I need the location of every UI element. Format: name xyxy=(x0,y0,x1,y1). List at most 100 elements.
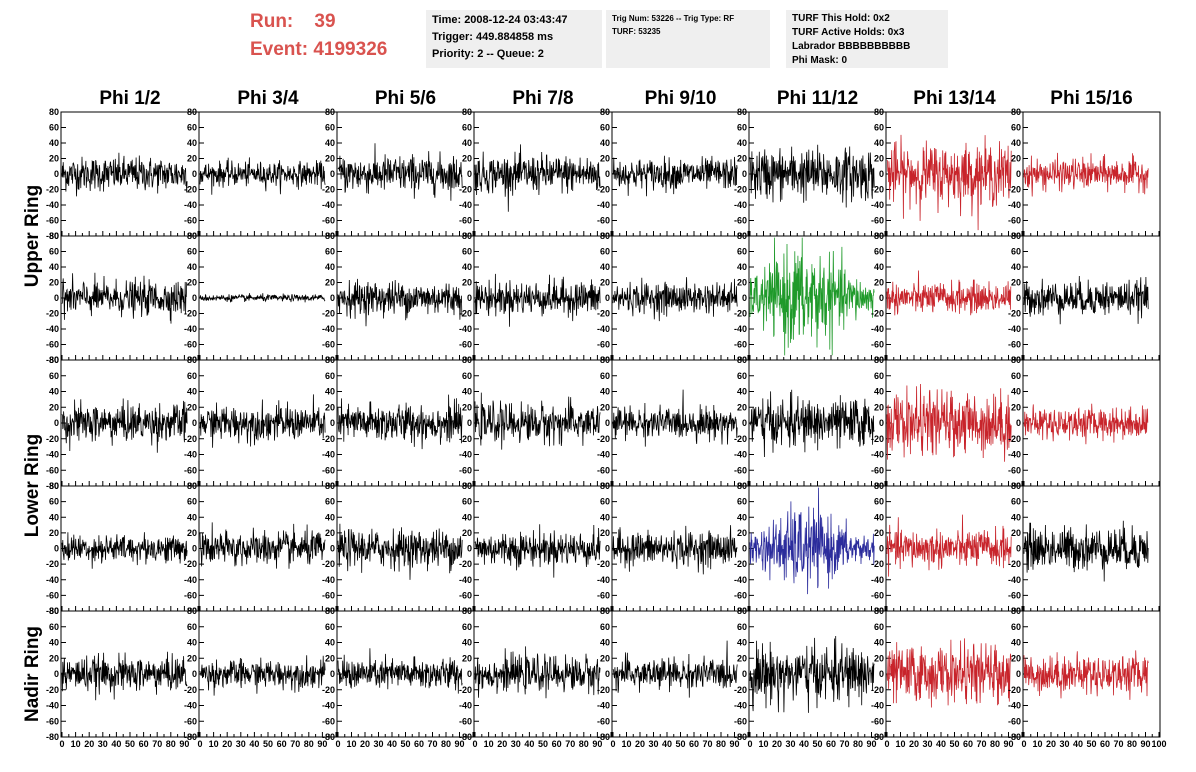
x-tick-label: 60 xyxy=(1100,739,1110,749)
y-tick-label: -80 xyxy=(459,732,472,742)
column-header-7: Phi 13/14 xyxy=(913,88,996,109)
y-tick-label: 80 xyxy=(325,107,335,117)
y-tick-label: 0 xyxy=(742,293,747,303)
panel-r5-c3: -80 -60 -40 -20 0 20 40 60 80 xyxy=(322,606,475,742)
y-tick-label: 20 xyxy=(462,402,472,412)
y-tick-label: -60 xyxy=(459,716,472,726)
x-tick-label: 40 xyxy=(387,739,397,749)
y-tick-label: -40 xyxy=(46,324,59,334)
y-tick-label: 80 xyxy=(737,231,747,241)
x-tick-label: 30 xyxy=(373,739,383,749)
y-tick-label: 0 xyxy=(330,544,335,554)
panel-r5-c5: -80 -60 -40 -20 0 20 40 60 80 xyxy=(597,606,750,742)
y-tick-label: 0 xyxy=(192,544,197,554)
y-tick-label: 40 xyxy=(600,512,610,522)
waveform-red xyxy=(886,638,1012,708)
y-tick-label: -20 xyxy=(871,685,884,695)
y-tick-label: -40 xyxy=(184,200,197,210)
y-tick-label: -60 xyxy=(871,716,884,726)
y-tick-label: 60 xyxy=(874,622,884,632)
y-tick-label: -60 xyxy=(734,340,747,350)
y-tick-label: -80 xyxy=(871,732,884,742)
priority-line: Priority: 2 -- Queue: 2 xyxy=(432,48,544,60)
x-tick-label: 0 xyxy=(747,739,752,749)
x-tick-label: 10 xyxy=(758,739,768,749)
x-tick-label: 70 xyxy=(565,739,575,749)
waveform-black xyxy=(612,525,738,575)
y-tick-label: 80 xyxy=(462,606,472,616)
y-tick-label: 80 xyxy=(600,481,610,491)
y-tick-label: -20 xyxy=(459,185,472,195)
column-header-8: Phi 15/16 xyxy=(1050,88,1132,109)
x-tick-label: 40 xyxy=(524,739,534,749)
panel-r5-c4: -80 -60 -40 -20 0 20 40 60 80 xyxy=(459,606,613,742)
y-tick-label: 80 xyxy=(874,231,884,241)
y-tick-label: 80 xyxy=(1011,355,1021,365)
y-tick-label: -60 xyxy=(734,716,747,726)
y-tick-label: 0 xyxy=(330,293,335,303)
y-tick-label: 0 xyxy=(54,169,59,179)
y-tick-label: 20 xyxy=(187,528,197,538)
x-tick-label: 90 xyxy=(179,739,189,749)
x-tick-label: 60 xyxy=(963,739,973,749)
y-tick-label: -60 xyxy=(184,465,197,475)
y-tick-label: 80 xyxy=(874,606,884,616)
y-tick-label: 20 xyxy=(600,278,610,288)
y-tick-label: -60 xyxy=(46,465,59,475)
y-tick-label: 40 xyxy=(462,387,472,397)
y-tick-label: -40 xyxy=(322,450,335,460)
y-tick-label: 80 xyxy=(600,606,610,616)
trig-num-line: Trig Num: 53226 -- Trig Type: RF xyxy=(612,14,735,23)
y-tick-label: -40 xyxy=(871,200,884,210)
y-tick-label: 40 xyxy=(874,387,884,397)
event-value: 4199326 xyxy=(313,39,388,60)
y-tick-label: 20 xyxy=(49,653,59,663)
y-tick-label: 0 xyxy=(605,293,610,303)
panel-r4-c1: -80 -60 -40 -20 0 20 40 60 80 xyxy=(46,481,200,616)
waveform-black xyxy=(199,157,326,195)
y-tick-label: -60 xyxy=(184,716,197,726)
waveform-black xyxy=(474,144,601,212)
y-tick-label: -60 xyxy=(1008,590,1021,600)
panel-r3-c1: -80 -60 -40 -20 0 20 40 60 80 xyxy=(46,355,200,491)
y-tick-label: -60 xyxy=(1008,340,1021,350)
x-tick-label: 80 xyxy=(990,739,1000,749)
y-tick-label: 0 xyxy=(1016,293,1021,303)
y-tick-label: 80 xyxy=(462,231,472,241)
x-tick-label: 30 xyxy=(511,739,521,749)
waveform-black xyxy=(749,144,875,208)
time-line: Time: 2008-12-24 03:43:47 xyxy=(432,14,568,26)
waveform-black xyxy=(61,272,188,324)
y-tick-label: -20 xyxy=(459,559,472,569)
y-tick-label: 40 xyxy=(737,512,747,522)
y-tick-label: 20 xyxy=(187,402,197,412)
y-tick-label: 0 xyxy=(54,669,59,679)
y-tick-label: 80 xyxy=(49,355,59,365)
x-tick-label: 90 xyxy=(592,739,602,749)
x-tick-label: 70 xyxy=(427,739,437,749)
y-tick-label: 0 xyxy=(1016,669,1021,679)
y-tick-label: -80 xyxy=(1008,732,1021,742)
y-tick-label: -40 xyxy=(1008,701,1021,711)
column-header-1: Phi 1/2 xyxy=(99,88,160,109)
y-tick-label: -40 xyxy=(1008,575,1021,585)
y-tick-label: 20 xyxy=(874,653,884,663)
y-tick-label: 60 xyxy=(600,123,610,133)
y-tick-label: -80 xyxy=(322,732,335,742)
waveform-black xyxy=(612,277,738,322)
y-tick-label: -40 xyxy=(597,200,610,210)
y-tick-label: -20 xyxy=(459,434,472,444)
y-tick-label: 60 xyxy=(49,371,59,381)
y-tick-label: -60 xyxy=(597,465,610,475)
turf-line: TURF: 53235 xyxy=(612,27,661,36)
y-tick-label: 20 xyxy=(325,402,335,412)
waveform-black xyxy=(474,392,601,450)
y-tick-label: 60 xyxy=(325,497,335,507)
y-tick-label: -60 xyxy=(322,216,335,226)
y-tick-label: 80 xyxy=(1011,231,1021,241)
y-tick-label: -40 xyxy=(871,701,884,711)
